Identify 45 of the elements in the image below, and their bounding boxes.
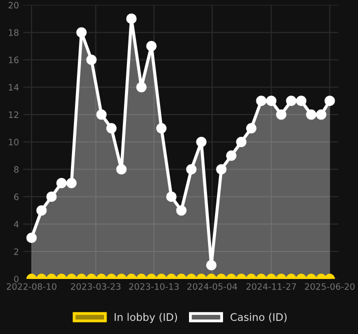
point <box>226 150 237 161</box>
y-tick-label: 16 <box>8 56 19 64</box>
point <box>166 192 177 202</box>
point <box>106 123 117 134</box>
x-tick-label: 2022-08-10 <box>6 283 56 290</box>
point <box>146 40 157 52</box>
point <box>286 96 296 106</box>
point <box>66 178 77 188</box>
y-tick-label: 2 <box>14 248 18 255</box>
point <box>96 109 107 120</box>
y-tick-label: 12 <box>8 111 18 118</box>
point <box>246 123 256 134</box>
point <box>236 136 246 148</box>
y-tick-label: 4 <box>14 221 19 228</box>
point <box>56 178 67 188</box>
point <box>76 27 87 38</box>
point <box>156 123 167 134</box>
point <box>196 136 207 148</box>
y-tick-label: 14 <box>8 84 19 90</box>
point <box>186 164 197 175</box>
y-tick-label: 6 <box>14 194 19 200</box>
point <box>86 54 97 65</box>
y-tick-label: 0 <box>14 276 19 282</box>
point <box>136 82 147 92</box>
y-tick-label: 8 <box>14 166 19 173</box>
y-tick-label: 18 <box>8 29 19 36</box>
x-tick-label: 2025-06-20 <box>304 283 355 290</box>
x-tick-label: 2023-03-23 <box>70 283 120 290</box>
point <box>46 192 57 202</box>
x-tick-label: 2023-10-13 <box>129 283 179 290</box>
legend-label: In lobby (ID) <box>114 312 177 323</box>
x-tick-label: 2024-11-27 <box>246 283 296 290</box>
point <box>316 109 326 120</box>
y-tick-label: 10 <box>8 138 19 146</box>
y-tick-label: 20 <box>8 2 19 8</box>
legend-label: Casino (ID) <box>230 312 287 322</box>
x-tick-label: 2024-05-04 <box>187 283 238 290</box>
point <box>116 164 127 175</box>
point <box>324 96 335 106</box>
point <box>306 109 316 120</box>
point <box>266 96 276 106</box>
point <box>296 96 306 106</box>
point <box>216 164 227 175</box>
point <box>256 96 266 106</box>
point <box>276 109 286 120</box>
